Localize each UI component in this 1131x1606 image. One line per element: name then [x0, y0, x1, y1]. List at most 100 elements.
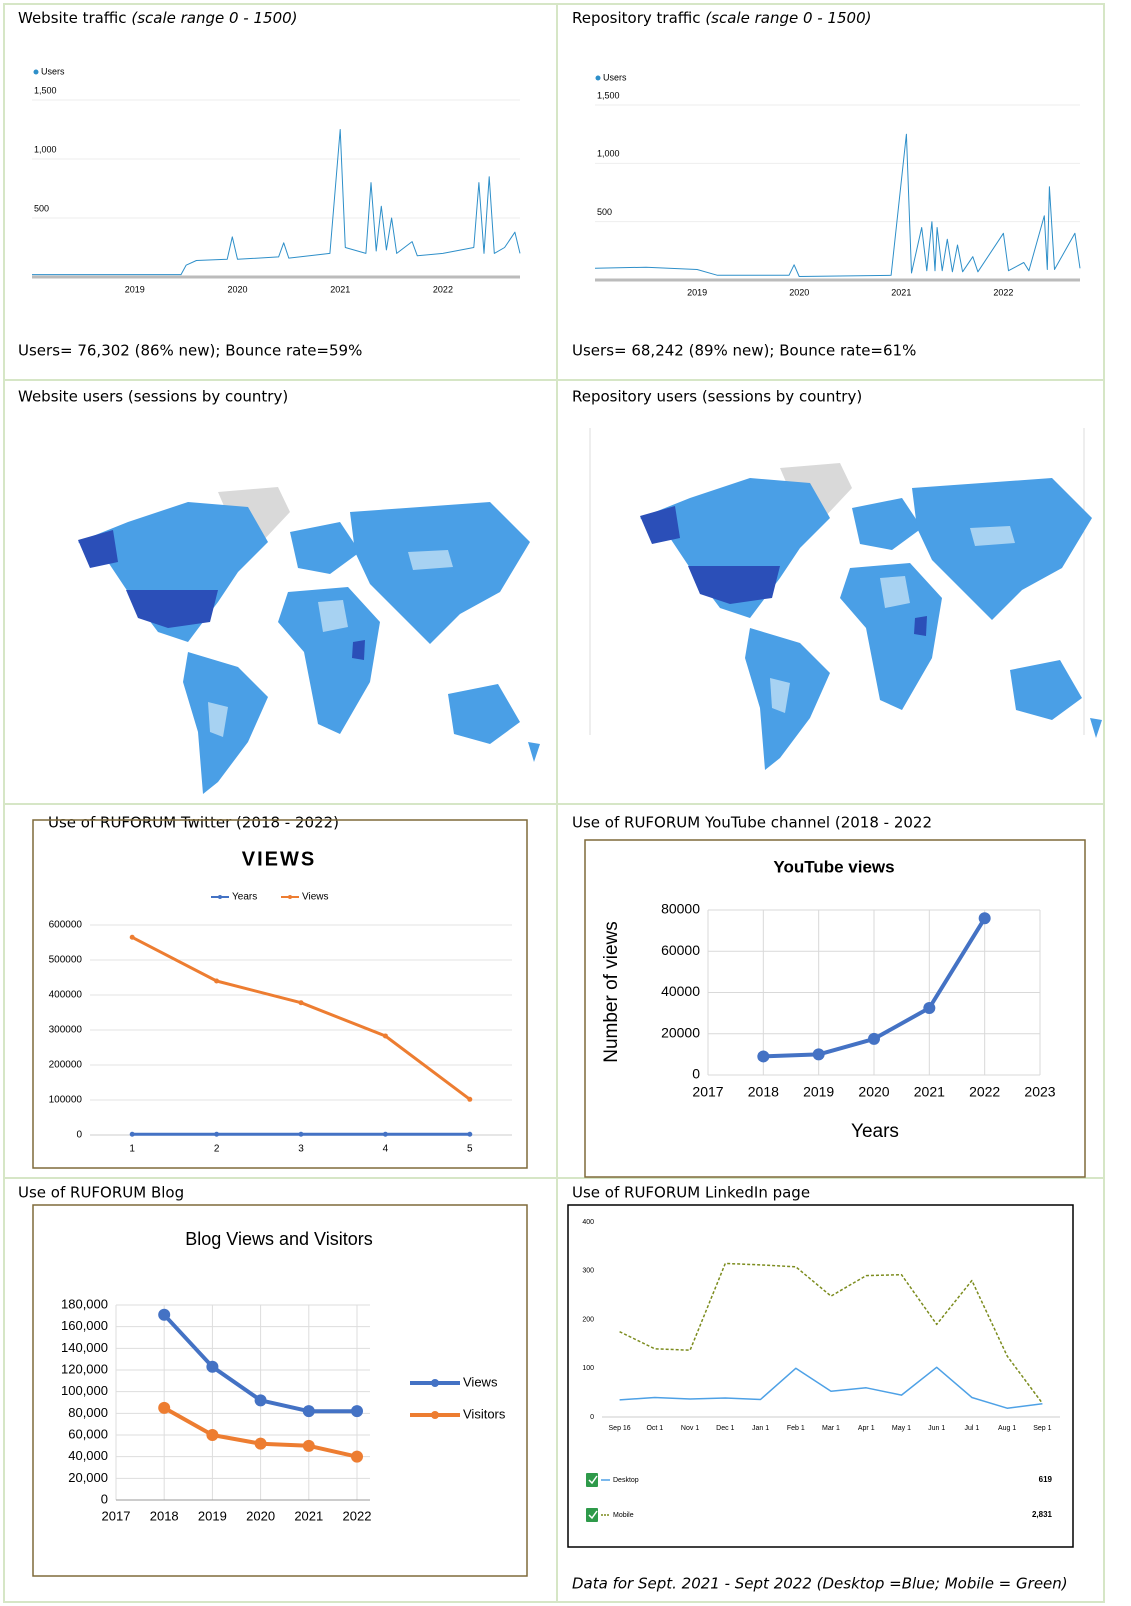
- table-grid: [3, 3, 1105, 1603]
- x-tick-label: 2019: [125, 284, 145, 294]
- x-tick-label: 2021: [891, 287, 911, 297]
- point: [158, 1401, 171, 1414]
- panel-footer: Data for Sept. 2021 - Sept 2022 (Desktop…: [572, 1575, 1068, 1593]
- y-tick-label: 400: [582, 1219, 594, 1226]
- y-tick-label: 1,500: [597, 90, 620, 100]
- y-tick-label: 0: [76, 1130, 82, 1141]
- chart-frame: [584, 839, 1086, 1178]
- legend-swatch: [431, 1411, 439, 1419]
- y-tick-label: 400000: [49, 990, 83, 1001]
- panel-caption: Website users (sessions by country): [18, 388, 288, 406]
- x-tick-label: 2017: [102, 1508, 131, 1523]
- x-tick-label: 2020: [246, 1508, 275, 1523]
- point: [467, 1131, 473, 1137]
- x-tick-label: 2017: [692, 1084, 723, 1100]
- legend-total: 2,831: [1032, 1510, 1053, 1519]
- panel-caption: Use of RUFORUM Blog: [18, 1184, 184, 1202]
- point: [298, 1131, 304, 1137]
- legend-label: Years: [232, 892, 257, 903]
- y-tick-label: 160,000: [61, 1318, 108, 1333]
- panel-caption: Repository users (sessions by country): [572, 388, 862, 406]
- series-line: [131, 935, 471, 1101]
- panel-caption: Use of RUFORUM LinkedIn page: [572, 1184, 810, 1202]
- point: [206, 1429, 219, 1441]
- y-tick-label: 80,000: [68, 1405, 108, 1420]
- series-line: [32, 129, 521, 276]
- point: [302, 1405, 315, 1418]
- y-tick-label: 1,000: [34, 144, 57, 154]
- legend-swatch: [33, 69, 39, 75]
- panel-footer: Users= 68,242 (89% new); Bounce rate=61%: [572, 342, 916, 360]
- point: [978, 912, 991, 925]
- y-tick-label: 60000: [661, 942, 700, 958]
- point: [129, 1131, 135, 1137]
- x-tick-label: 1: [129, 1144, 135, 1155]
- x-tick-label: Sep 1: [1033, 1425, 1051, 1432]
- legend-swatch: [595, 75, 601, 81]
- legend-check: [588, 1475, 598, 1485]
- point: [868, 1032, 880, 1045]
- x-tick-label: 2021: [330, 284, 350, 294]
- y-tick-label: 120,000: [61, 1361, 108, 1376]
- point: [350, 1405, 363, 1418]
- x-tick-label: Aug 1: [998, 1425, 1016, 1432]
- x-tick-label: 4: [383, 1144, 389, 1155]
- point: [302, 1439, 315, 1452]
- x-tick-label: 3: [298, 1144, 304, 1155]
- legend-label: Users: [603, 72, 627, 82]
- x-axis-title: Years: [851, 1121, 899, 1142]
- x-tick-label: 2019: [803, 1084, 834, 1100]
- legend-label: Mobile: [613, 1512, 634, 1519]
- point: [298, 1000, 304, 1006]
- x-tick-label: 2023: [1024, 1084, 1055, 1100]
- legend-swatch: [431, 1379, 439, 1387]
- legend-label: Visitors: [463, 1406, 506, 1421]
- map-shapes: [78, 487, 540, 794]
- y-tick-label: 100,000: [61, 1383, 108, 1398]
- panel-caption: Website traffic (scale range 0 - 1500): [18, 9, 298, 27]
- x-tick-label: Jul 1: [965, 1425, 980, 1432]
- caption-note: (scale range 0 - 1500): [705, 9, 871, 27]
- legend-swatch: [288, 895, 292, 899]
- map-shapes: [640, 463, 1102, 770]
- x-tick-label: 2018: [748, 1084, 779, 1100]
- x-tick-label: 2022: [343, 1508, 372, 1523]
- y-tick-label: 500000: [49, 955, 83, 966]
- point: [214, 978, 220, 984]
- series-line: [619, 1366, 1043, 1409]
- legend-check: [588, 1510, 598, 1520]
- y-tick-label: 0: [590, 1414, 594, 1421]
- chart-title: Blog Views and Visitors: [185, 1229, 372, 1249]
- point: [382, 1131, 388, 1137]
- point: [382, 1033, 388, 1039]
- y-tick-label: 40,000: [68, 1448, 108, 1463]
- point: [129, 934, 135, 940]
- world-map: [78, 487, 540, 794]
- x-tick-label: 2020: [227, 284, 247, 294]
- x-tick-label: 2021: [294, 1508, 323, 1523]
- point: [812, 1048, 825, 1061]
- y-tick-label: 100000: [49, 1095, 83, 1106]
- series-line: [594, 133, 1081, 277]
- y-tick-label: 0: [101, 1491, 108, 1506]
- x-tick-label: 2022: [433, 284, 453, 294]
- x-tick-label: Mar 1: [822, 1425, 840, 1432]
- series-line: [619, 1262, 1044, 1404]
- y-tick-label: 1,500: [34, 85, 57, 95]
- x-tick-label: Apr 1: [858, 1425, 875, 1432]
- x-tick-label: 5: [467, 1144, 473, 1155]
- y-tick-label: 0: [692, 1066, 700, 1082]
- panel-caption: Use of RUFORUM Twitter (2018 - 2022): [48, 814, 339, 832]
- x-tick-label: Jan 1: [752, 1425, 769, 1432]
- x-tick-label: 2020: [858, 1084, 889, 1100]
- panel-caption: Repository traffic (scale range 0 - 1500…: [572, 9, 871, 27]
- x-tick-label: Nov 1: [681, 1425, 699, 1432]
- x-tick-label: 2019: [687, 287, 707, 297]
- y-tick-label: 200000: [49, 1060, 83, 1071]
- point: [206, 1360, 219, 1373]
- x-tick-label: 2: [214, 1144, 220, 1155]
- y-tick-label: 600000: [49, 920, 83, 931]
- x-tick-label: Oct 1: [646, 1425, 663, 1432]
- legend-label: Users: [41, 66, 65, 76]
